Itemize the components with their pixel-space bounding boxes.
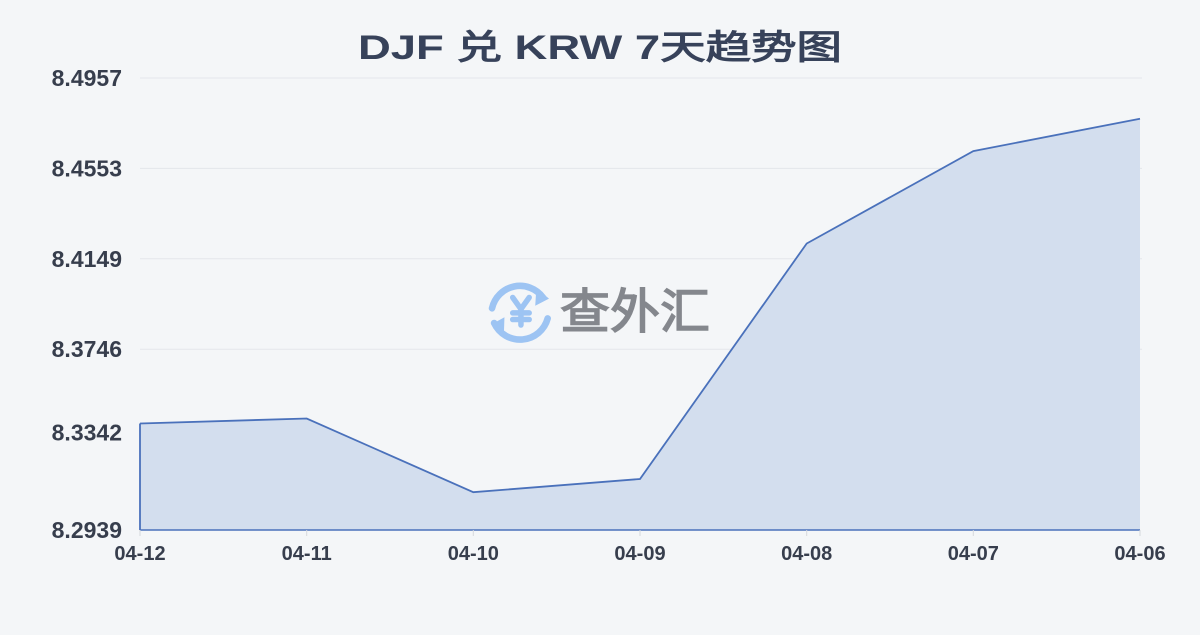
svg-text:04-12: 04-12 [114, 543, 165, 565]
svg-text:04-10: 04-10 [448, 543, 499, 565]
svg-text:04-07: 04-07 [948, 543, 999, 565]
svg-text:04-08: 04-08 [781, 543, 832, 565]
svg-text:04-11: 04-11 [282, 543, 332, 565]
svg-text:8.3342: 8.3342 [52, 420, 122, 446]
svg-text:04-06: 04-06 [1114, 543, 1165, 565]
svg-text:8.4149: 8.4149 [52, 246, 122, 272]
svg-text:8.3746: 8.3746 [52, 336, 122, 362]
svg-text:04-09: 04-09 [614, 543, 665, 565]
svg-text:查外汇: 查外汇 [560, 286, 710, 339]
svg-text:8.2939: 8.2939 [52, 517, 122, 543]
svg-text:8.4553: 8.4553 [52, 155, 122, 181]
